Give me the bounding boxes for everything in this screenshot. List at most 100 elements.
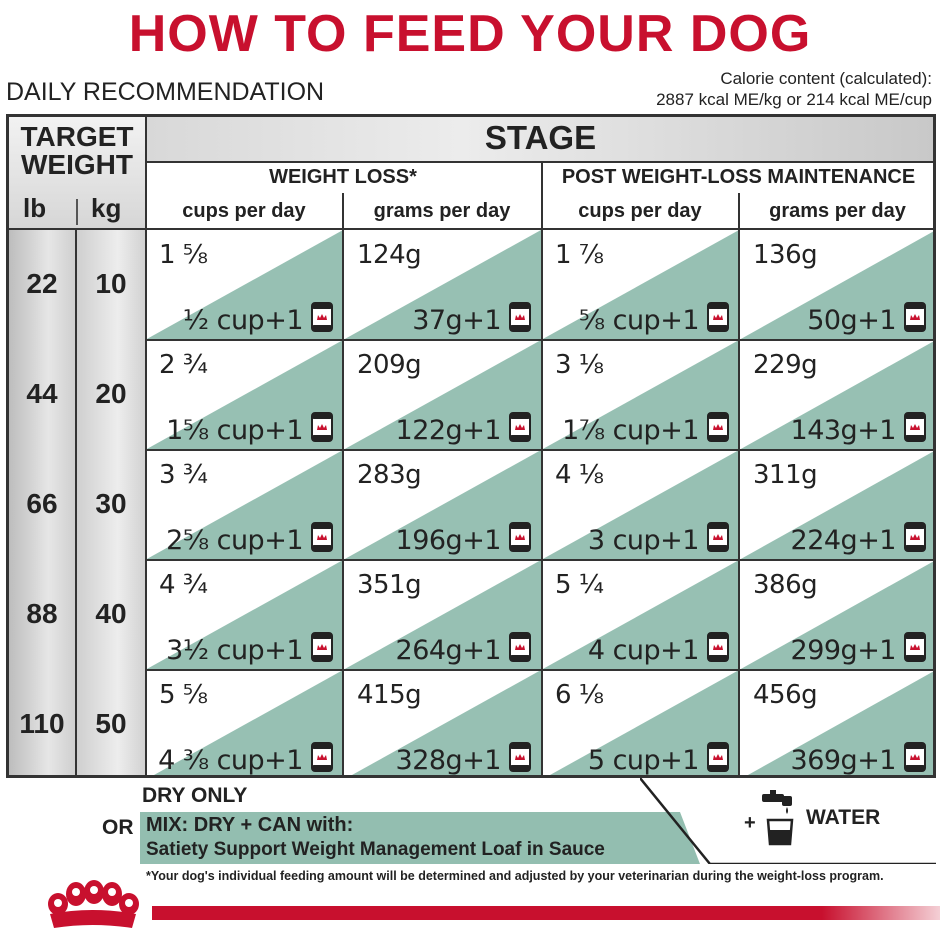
can-icon	[707, 302, 729, 332]
daily-amount-dry: 311g	[753, 460, 818, 490]
daily-amount-mix: 3½ cup+1	[166, 635, 303, 666]
daily-amount-mix: 3 cup+1	[587, 525, 700, 556]
table-cell: 5 ⅝ 4 ⅜ cup+1	[145, 670, 343, 775]
table-cell: 283g 196g+1	[343, 450, 541, 560]
table-cell: 4 ¾ 3½ cup+1	[145, 560, 343, 670]
cell-shading	[739, 451, 933, 560]
table-cell: 124g 37g+1	[343, 230, 541, 340]
cell-shading	[352, 670, 541, 775]
table-cell: 456g 369g+1	[739, 670, 933, 775]
grid-line	[145, 339, 933, 341]
mix-box-fill	[140, 812, 700, 864]
calorie-content: Calorie content (calculated): 2887 kcal …	[656, 68, 932, 110]
can-icon	[904, 302, 926, 332]
grid-line	[342, 193, 344, 775]
grid-line	[541, 161, 543, 775]
cell-shading	[145, 450, 343, 560]
lb-kg-divider	[75, 229, 77, 775]
subheader-m-cups: cups per day	[541, 193, 739, 229]
group-maintenance: POST WEIGHT-LOSS MAINTENANCE	[541, 161, 933, 193]
daily-amount-dry: 3 ⅛	[555, 350, 604, 380]
daily-amount-dry: 1 ⅝	[159, 240, 208, 270]
daily-amount-mix: 50g+1	[807, 305, 896, 336]
daily-amount-dry: 2 ¾	[159, 350, 208, 380]
can-icon	[509, 412, 531, 442]
table-cell: 1 ⅝ ½ cup+1	[145, 230, 343, 340]
can-icon	[311, 412, 333, 442]
mix-line-1: MIX: DRY + CAN with:	[146, 814, 354, 836]
daily-amount-dry: 415g	[357, 680, 422, 710]
water-label: WATER	[806, 806, 881, 829]
daily-amount-dry: 136g	[753, 240, 818, 270]
daily-amount-mix: 196g+1	[395, 525, 502, 556]
grid-line	[9, 228, 933, 230]
table-cell: 1 ⅞ ⅝ cup+1	[541, 230, 739, 340]
daily-amount-mix: 264g+1	[395, 635, 502, 666]
daily-amount-dry: 209g	[357, 350, 422, 380]
can-icon	[311, 302, 333, 332]
grid-line	[145, 449, 933, 451]
table-cell: 136g 50g+1	[739, 230, 933, 340]
feeding-table: TARGET WEIGHT lb kg STAGE WEIGHT LOSS* P…	[6, 114, 936, 778]
table-cell: 3 ⅛ 1⅞ cup+1	[541, 340, 739, 450]
water-box-frame	[640, 778, 936, 864]
grid-line	[145, 559, 933, 561]
weight-lb: 66	[26, 488, 58, 519]
can-icon	[904, 412, 926, 442]
cell-shading	[343, 340, 541, 450]
cell-shading	[541, 450, 739, 560]
cell-shading	[541, 560, 739, 670]
daily-amount-dry: 5 ¼	[555, 570, 604, 600]
can-icon	[509, 742, 531, 772]
weight-lb: 110	[19, 708, 65, 739]
daily-amount-mix: ⅝ cup+1	[578, 305, 700, 336]
mix-box: MIX: DRY + CAN with: Satiety Support Wei…	[140, 812, 700, 864]
daily-amount-dry: 351g	[357, 570, 422, 600]
daily-amount-dry: 6 ⅛	[555, 680, 604, 710]
daily-amount-dry: 124g	[357, 240, 422, 270]
cell-shading	[343, 230, 541, 340]
cell-shading	[739, 341, 933, 450]
daily-amount-dry: 456g	[753, 680, 818, 710]
subheader-wl-cups: cups per day	[145, 193, 343, 229]
table-cell: 311g 224g+1	[739, 450, 933, 560]
cell-shading	[739, 231, 933, 340]
cell-shading	[541, 340, 739, 450]
brand-stripe	[152, 906, 940, 920]
can-icon	[509, 522, 531, 552]
daily-amount-mix: 328g+1	[395, 745, 502, 776]
weight-kg: 10	[95, 268, 127, 299]
stage-label: STAGE	[484, 119, 597, 156]
can-icon	[904, 742, 926, 772]
table-cell: 5 ¼ 4 cup+1	[541, 560, 739, 670]
grid-line	[145, 669, 933, 671]
weight-kg: 30	[95, 488, 127, 519]
water-box: + WATER	[640, 778, 936, 864]
subheader-wl-grams: grams per day	[343, 193, 541, 229]
page-title: HOW TO FEED YOUR DOG	[128, 5, 812, 63]
table-cell: 229g 143g+1	[739, 340, 933, 450]
weight-lb: 88	[26, 598, 58, 629]
cell-shading	[541, 230, 739, 340]
can-icon	[904, 632, 926, 662]
crown-logo	[48, 880, 139, 928]
can-icon	[904, 522, 926, 552]
target-label-line-2: WEIGHT	[21, 149, 133, 180]
subheader-m-grams: grams per day	[739, 193, 933, 229]
unit-lb: lb	[23, 193, 47, 223]
can-icon	[311, 632, 333, 662]
calorie-line-1: Calorie content (calculated):	[720, 69, 932, 88]
cell-shading	[343, 560, 541, 670]
can-icon	[509, 632, 531, 662]
daily-amount-mix: 224g+1	[790, 525, 897, 556]
calorie-line-2: 2887 kcal ME/kg or 214 kcal ME/cup	[656, 90, 932, 109]
dry-only-label: DRY ONLY	[142, 784, 248, 807]
daily-amount-mix: 4 cup+1	[587, 635, 700, 666]
can-icon	[707, 522, 729, 552]
can-icon	[311, 742, 333, 772]
table-cell: 209g 122g+1	[343, 340, 541, 450]
grid-line	[145, 117, 147, 775]
or-label: OR	[102, 816, 134, 839]
group-weight-loss: WEIGHT LOSS*	[145, 161, 541, 193]
daily-amount-mix: 2⅝ cup+1	[166, 525, 303, 556]
